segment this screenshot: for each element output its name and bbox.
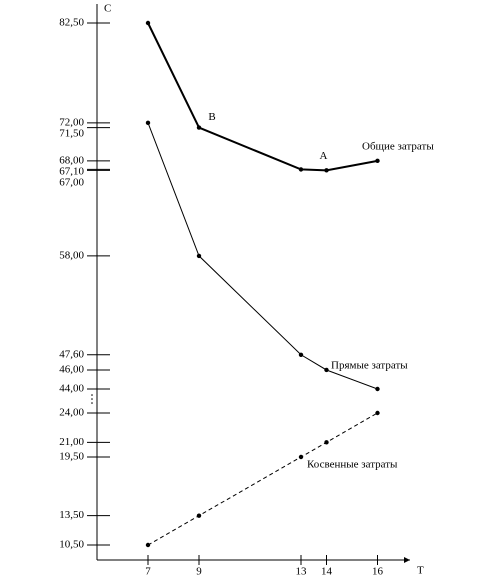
data-point <box>145 542 151 548</box>
x-tick-label: 7 <box>145 566 151 576</box>
series-label: Общие затраты <box>362 141 434 153</box>
data-point <box>298 352 304 357</box>
y-tick-label: 68,00 <box>59 154 84 166</box>
data-point <box>298 167 304 172</box>
y-axis-label: C <box>104 3 111 15</box>
x-axis-label: T <box>417 565 424 576</box>
y-tick-label: 21,00 <box>59 436 84 448</box>
data-point <box>375 158 380 164</box>
data-point <box>324 440 329 445</box>
y-tick-label: 47,60 <box>59 348 84 360</box>
data-point <box>324 367 329 373</box>
data-point <box>196 253 202 259</box>
y-tick-label: 44,00 <box>59 383 84 395</box>
y-tick-label: 13,50 <box>59 509 84 521</box>
y-tick-label: 46,00 <box>59 364 84 376</box>
series-label: Прямые затраты <box>331 360 408 372</box>
data-point <box>145 120 151 126</box>
x-tick-label: 14 <box>321 566 333 576</box>
data-point <box>375 386 380 392</box>
axis-break <box>91 402 93 404</box>
y-tick-label: 71,50 <box>59 127 84 139</box>
series-line <box>147 22 378 172</box>
y-tick-label: 67,00 <box>59 176 84 188</box>
series-line <box>147 122 378 390</box>
axis-break <box>91 394 93 396</box>
y-tick-label: 19,50 <box>59 451 84 463</box>
x-tick-label: 16 <box>372 566 384 576</box>
series-label: Косвенные затраты <box>307 459 398 471</box>
annotation: A <box>320 150 328 162</box>
data-point <box>298 454 304 460</box>
y-tick-label: 82,50 <box>59 17 84 29</box>
y-tick-label: 67,10 <box>59 165 84 177</box>
y-tick-label: 10,50 <box>59 539 84 551</box>
y-tick-label: 58,00 <box>59 249 84 261</box>
annotation: B <box>208 111 215 123</box>
data-point <box>196 125 202 130</box>
series-line <box>147 412 378 546</box>
y-tick-label: 72,00 <box>59 116 84 128</box>
axis-break <box>91 398 93 400</box>
x-arrow <box>404 557 410 563</box>
y-tick-label: 24,00 <box>59 407 84 419</box>
data-point <box>375 410 380 416</box>
data-point <box>324 168 329 173</box>
data-point <box>196 513 202 518</box>
x-tick-label: 13 <box>296 566 308 576</box>
data-point <box>145 20 151 26</box>
x-tick-label: 9 <box>196 566 202 576</box>
